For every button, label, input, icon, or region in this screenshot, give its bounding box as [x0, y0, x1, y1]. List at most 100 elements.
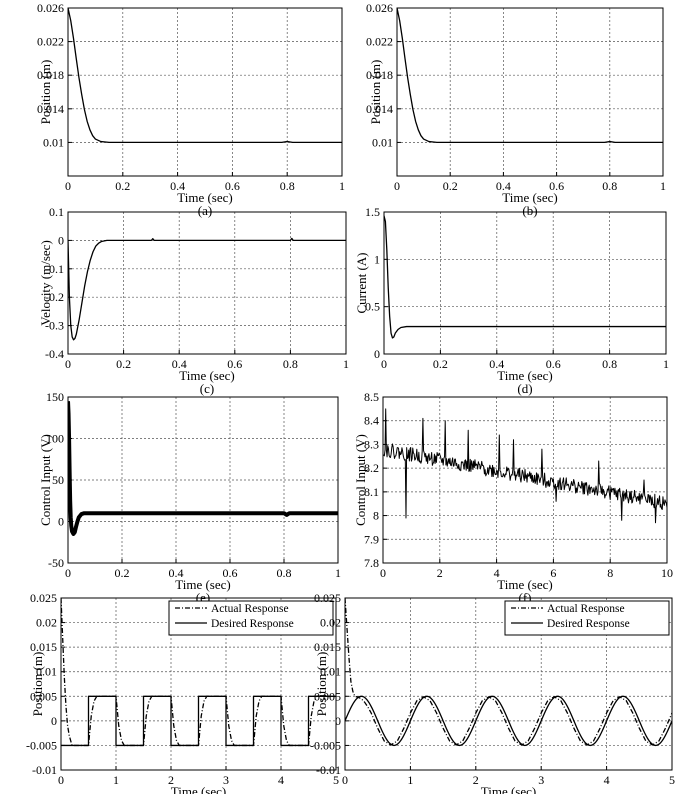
- y-tick-label: 0.014: [366, 102, 393, 116]
- y-tick-label: 8: [373, 509, 379, 523]
- x-tick-label: 0.8: [602, 357, 617, 371]
- x-tick-label: 10: [661, 566, 673, 580]
- x-tick-label: 0.4: [170, 179, 185, 193]
- x-tick-label: 0: [58, 773, 64, 787]
- axes-frame: [344, 597, 673, 771]
- y-tick-label: 0.014: [37, 102, 64, 116]
- x-tick-label: 1: [663, 357, 669, 371]
- y-tick-label: -0.005: [310, 738, 341, 752]
- x-tick-label: 0.2: [115, 566, 130, 580]
- x-tick-label: 0.2: [116, 357, 131, 371]
- x-tick-label: 0: [65, 179, 71, 193]
- plot-area: [68, 237, 346, 341]
- x-tick-label: 0.6: [223, 566, 238, 580]
- y-tick-label: 0: [374, 347, 380, 361]
- axes-frame: [67, 7, 343, 177]
- x-tick-label: 0: [65, 566, 71, 580]
- y-tick-label: 0.022: [37, 35, 64, 49]
- panel-label: (b): [522, 203, 537, 218]
- x-tick-label: 0.2: [433, 357, 448, 371]
- chart-panel-c: 0 0.2 0.4 0.6 0.8 1 -0.4 -0.3 -0.2 -0.1 0 0.1 Time (…: [38, 205, 349, 396]
- series-line-2: [345, 695, 672, 747]
- y-tick-label: 0.01: [372, 135, 393, 149]
- x-axis-label: Time (sec): [497, 368, 553, 383]
- y-tick-label: 7.9: [364, 532, 379, 546]
- legend-entry: Desired Response: [211, 618, 294, 630]
- y-tick-label: 1.5: [365, 205, 380, 219]
- y-tick-label: 0.015: [314, 640, 341, 654]
- y-axis-label: Velocity (m/sec): [38, 240, 53, 326]
- x-tick-label: 2: [437, 566, 443, 580]
- y-tick-label: -0.01: [32, 763, 57, 777]
- axes-frame: [67, 211, 347, 355]
- x-axis-label: Time (sec): [481, 784, 537, 794]
- axes-frame: [383, 211, 667, 355]
- y-tick-label: 1: [374, 252, 380, 266]
- x-tick-label: 1: [335, 566, 341, 580]
- series-line-1: [383, 408, 667, 524]
- x-tick-label: 0.2: [443, 179, 458, 193]
- series-line-1: [68, 8, 342, 144]
- y-tick-label: 0: [51, 714, 57, 728]
- y-tick-label: 0: [58, 233, 64, 247]
- y-axis-label: Position (m): [368, 60, 383, 125]
- x-tick-label: 1: [660, 179, 666, 193]
- chart-panel-d: 0 0.2 0.4 0.6 0.8 1 0 0.5 1 1.5 Time (sec)(d) Curre…: [354, 205, 669, 396]
- y-tick-label: -0.4: [45, 347, 64, 361]
- x-tick-label: 1: [339, 179, 345, 193]
- legend: Actual Response Desired Response: [504, 600, 670, 636]
- y-tick-label: -0.1: [45, 262, 64, 276]
- plot-area: [383, 408, 667, 524]
- y-tick-label: 100: [46, 432, 64, 446]
- y-tick-label: 0.025: [30, 591, 57, 605]
- x-tick-label: 4: [494, 566, 500, 580]
- x-tick-label: 5: [333, 773, 339, 787]
- y-tick-label: 8.4: [364, 414, 379, 428]
- panel-label: (d): [517, 381, 532, 396]
- y-axis-label: Control Input (V): [353, 434, 368, 526]
- x-tick-label: 2: [473, 773, 479, 787]
- y-tick-label: 8.3: [364, 437, 379, 451]
- y-tick-label: -0.3: [45, 319, 64, 333]
- x-tick-label: 4: [278, 773, 284, 787]
- axes-frame: [67, 396, 339, 564]
- y-axis-label: Position (m): [38, 60, 53, 125]
- axes-frame: [396, 7, 664, 177]
- y-tick-label: 8.2: [364, 461, 379, 475]
- y-axis-label: Control Input (V): [38, 434, 53, 526]
- x-tick-label: 0.4: [496, 179, 511, 193]
- y-tick-label: -50: [48, 556, 64, 570]
- y-axis-label: Position (m): [314, 652, 329, 717]
- x-tick-label: 0.4: [169, 566, 184, 580]
- plot-area: [397, 8, 663, 144]
- x-tick-label: 1: [343, 357, 349, 371]
- plot-area: [61, 598, 336, 747]
- x-tick-label: 1: [113, 773, 119, 787]
- y-tick-label: 0.01: [43, 135, 64, 149]
- x-tick-label: 0: [380, 566, 386, 580]
- x-tick-label: 0.8: [283, 357, 298, 371]
- y-axis-label: Current (A): [354, 252, 369, 313]
- panel-label: (a): [198, 203, 212, 218]
- y-tick-label: 8.5: [364, 390, 379, 404]
- x-tick-label: 0: [65, 357, 71, 371]
- series-line-1: [397, 8, 663, 144]
- legend-box: [168, 600, 334, 636]
- y-tick-label: 0: [58, 515, 64, 529]
- x-tick-label: 0.8: [277, 566, 292, 580]
- y-tick-label: 0.005: [30, 689, 57, 703]
- legend-box: [504, 600, 670, 636]
- series-line-1: [61, 598, 336, 747]
- series-line-1: [68, 401, 338, 536]
- x-tick-label: 0: [381, 357, 387, 371]
- chart-panel-g: 0 1 2 3 4 5-0.01-0.00500.0050.010.0150.020.02…: [26, 591, 339, 794]
- y-tick-label: -0.005: [26, 738, 57, 752]
- y-axis-label: Position (m): [30, 652, 45, 717]
- y-tick-label: 8.1: [364, 485, 379, 499]
- y-tick-label: 0: [335, 714, 341, 728]
- legend-entry: Actual Response: [547, 603, 625, 615]
- legend-entry: Actual Response: [211, 603, 289, 615]
